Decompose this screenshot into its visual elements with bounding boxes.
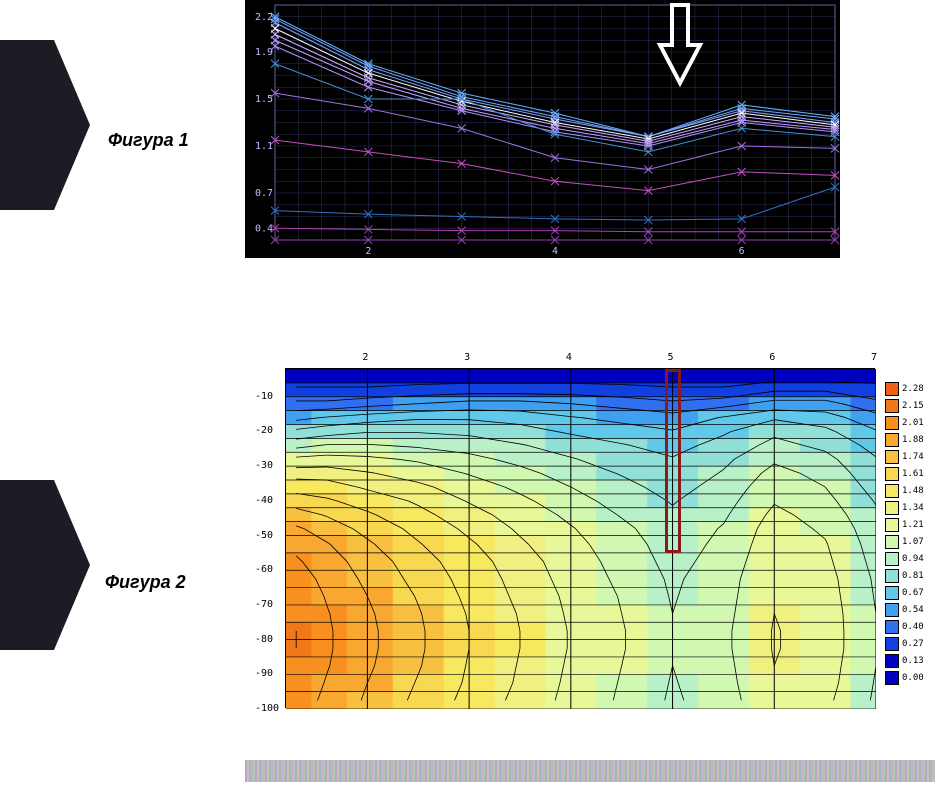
legend-row: 1.34 <box>885 499 940 516</box>
legend-row: 2.28 <box>885 380 940 397</box>
y-tick: -50 <box>255 530 273 541</box>
pointer-shape <box>0 40 90 210</box>
legend-row: 1.61 <box>885 465 940 482</box>
legend-row: 0.67 <box>885 584 940 601</box>
x-tick: 6 <box>769 352 775 363</box>
legend-row: 0.54 <box>885 601 940 618</box>
legend-row: 1.88 <box>885 431 940 448</box>
y-tick: -100 <box>255 703 279 714</box>
x-tick: 3 <box>464 352 470 363</box>
fig2-pointer <box>0 480 90 650</box>
legend-row: 2.01 <box>885 414 940 431</box>
svg-text:1.1: 1.1 <box>255 141 273 152</box>
fig1-label: Фигура 1 <box>108 130 189 151</box>
legend-row: 0.94 <box>885 550 940 567</box>
y-tick: -60 <box>255 564 273 575</box>
legend-row: 0.40 <box>885 618 940 635</box>
legend-row: 1.21 <box>885 516 940 533</box>
legend-row: 0.13 <box>885 652 940 669</box>
x-tick: 5 <box>668 352 674 363</box>
svg-text:0.7: 0.7 <box>255 188 273 199</box>
svg-text:2.2: 2.2 <box>255 12 273 23</box>
legend-row: 0.81 <box>885 567 940 584</box>
borehole-marker <box>665 369 681 553</box>
legend-row: 1.48 <box>885 482 940 499</box>
svg-text:1.5: 1.5 <box>255 94 273 105</box>
y-tick: -10 <box>255 391 273 402</box>
pointer-shape <box>0 480 90 650</box>
color-legend: 2.282.152.011.881.741.611.481.341.211.07… <box>885 380 940 686</box>
fig2-label: Фигура 2 <box>105 572 186 593</box>
legend-row: 0.00 <box>885 669 940 686</box>
x-tick: 7 <box>871 352 877 363</box>
legend-row: 1.07 <box>885 533 940 550</box>
svg-text:1.9: 1.9 <box>255 47 273 58</box>
y-tick: -40 <box>255 495 273 506</box>
legend-row: 1.74 <box>885 448 940 465</box>
svg-text:4: 4 <box>552 246 558 257</box>
y-tick: -20 <box>255 425 273 436</box>
fig2-chart: 2 3 4 5 6 7 -10 -20 -30 -40 -50 -60 -70 -80 -90 -100 2… <box>245 350 940 720</box>
legend-row: 0.27 <box>885 635 940 652</box>
fig1-pointer <box>0 40 90 210</box>
y-tick: -90 <box>255 668 273 679</box>
svg-text:0.4: 0.4 <box>255 223 273 234</box>
svg-text:2: 2 <box>365 246 371 257</box>
y-tick: -80 <box>255 634 273 645</box>
x-tick: 4 <box>566 352 572 363</box>
legend-row: 2.15 <box>885 397 940 414</box>
svg-text:6: 6 <box>739 246 745 257</box>
y-tick: -70 <box>255 599 273 610</box>
x-tick: 2 <box>362 352 368 363</box>
y-tick: -30 <box>255 460 273 471</box>
noise-band <box>245 760 935 782</box>
fig1-chart: 0.4 0.7 1.1 1.5 1.9 2.2 2 4 6 <box>245 0 840 258</box>
